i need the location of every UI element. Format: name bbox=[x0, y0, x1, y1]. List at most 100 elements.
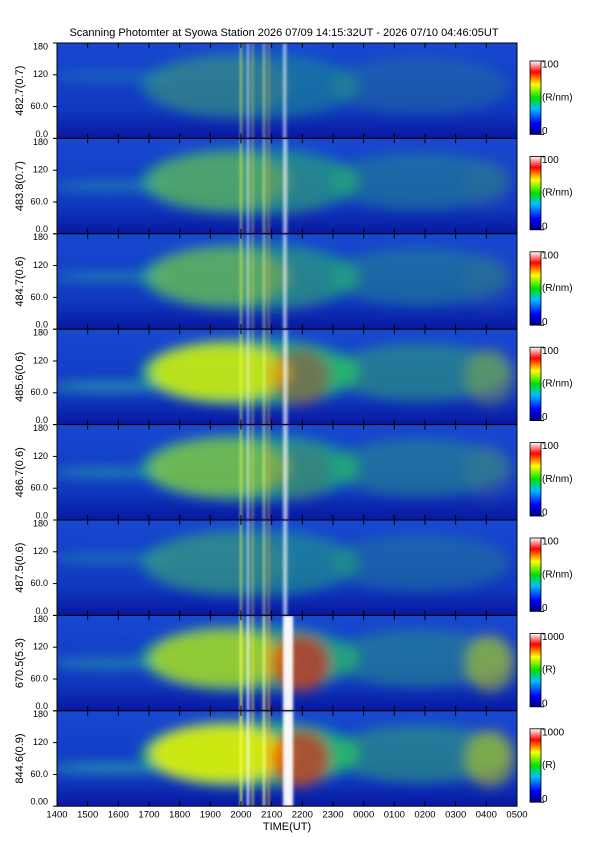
emission bbox=[270, 729, 330, 788]
colorbar-tick-label: 0 bbox=[542, 412, 548, 423]
emission bbox=[150, 438, 290, 497]
colorbar-tick-label: 0 bbox=[542, 126, 548, 137]
heatmap-blobs bbox=[57, 243, 515, 311]
streak bbox=[247, 329, 249, 425]
y-tick-label: 120 bbox=[33, 355, 48, 365]
colorbar-label: (R/nm) bbox=[542, 474, 573, 485]
x-tick-label: 1500 bbox=[77, 810, 98, 821]
heatmap bbox=[57, 43, 517, 139]
y-tick-label: 120 bbox=[33, 69, 48, 79]
y-axis-label: 844.6(0.9) bbox=[14, 733, 26, 783]
heatmap-blobs bbox=[57, 624, 515, 692]
x-tick-label: 1700 bbox=[138, 810, 159, 821]
colorbar-tick-label: 1000 bbox=[542, 727, 565, 738]
y-tick-label: 0.0 bbox=[35, 129, 48, 139]
heatmap bbox=[57, 520, 517, 616]
streak bbox=[240, 233, 242, 330]
y-tick-label: 0.0 bbox=[35, 701, 48, 711]
y-tick-label: 120 bbox=[33, 546, 48, 556]
y-tick-label: 60.0 bbox=[30, 578, 48, 588]
y-tick-label: 180 bbox=[33, 137, 48, 147]
colorbar-label: (R/nm) bbox=[542, 569, 573, 580]
streak bbox=[252, 233, 254, 330]
streaks bbox=[240, 138, 288, 234]
emission bbox=[57, 381, 170, 392]
streak bbox=[268, 138, 270, 234]
streak bbox=[252, 138, 254, 234]
streak bbox=[240, 43, 242, 139]
y-tick-label: 60.0 bbox=[30, 196, 48, 206]
streak bbox=[283, 43, 287, 139]
heatmap bbox=[57, 710, 517, 807]
streaks bbox=[240, 615, 294, 711]
emission bbox=[270, 634, 330, 692]
y-tick-label: 60.0 bbox=[30, 101, 48, 111]
streak bbox=[268, 329, 270, 425]
streak bbox=[263, 138, 265, 234]
streak bbox=[263, 710, 265, 807]
emission bbox=[465, 252, 515, 311]
streak bbox=[252, 615, 254, 711]
colorbar-label: (R/nm) bbox=[542, 379, 573, 390]
x-tick-label: 0000 bbox=[353, 810, 374, 821]
colorbar-tick-label: 0 bbox=[542, 221, 548, 232]
streak bbox=[247, 138, 249, 234]
emission bbox=[270, 443, 330, 501]
x-axis-label: TIME(UT) bbox=[263, 821, 311, 833]
streak bbox=[247, 520, 249, 616]
streak bbox=[263, 233, 265, 330]
y-tick-label: 180 bbox=[33, 328, 48, 338]
streaks bbox=[240, 43, 287, 139]
emission bbox=[150, 152, 290, 210]
colorbar-tick-label: 0 bbox=[542, 317, 548, 328]
streak bbox=[247, 424, 249, 520]
streak bbox=[283, 710, 294, 807]
colorbar-label: (R) bbox=[542, 665, 556, 676]
streak bbox=[240, 329, 242, 425]
emission bbox=[57, 658, 170, 669]
x-tick-label: 1800 bbox=[169, 810, 190, 821]
emission bbox=[150, 248, 290, 306]
x-tick-label: 0400 bbox=[476, 810, 497, 821]
colorbar-tick-label: 100 bbox=[542, 155, 559, 166]
y-tick-label: 60.0 bbox=[30, 769, 48, 779]
colorbar-tick-label: 0 bbox=[542, 794, 548, 805]
streak bbox=[263, 329, 265, 425]
streaks bbox=[240, 233, 287, 330]
colorbar bbox=[529, 537, 542, 612]
colorbar bbox=[529, 633, 542, 708]
emission bbox=[330, 629, 510, 687]
streak bbox=[247, 233, 249, 330]
colorbar-label: (R/nm) bbox=[542, 283, 573, 294]
streak bbox=[283, 424, 288, 520]
colorbar-label: (R/nm) bbox=[542, 188, 573, 199]
y-tick-label: 180 bbox=[33, 423, 48, 433]
heatmap bbox=[57, 424, 517, 520]
x-tick-label: 0300 bbox=[445, 810, 466, 821]
streak bbox=[283, 520, 288, 616]
colorbar-tick-label: 100 bbox=[542, 537, 559, 548]
emission bbox=[330, 248, 510, 306]
y-axis-label: 484.7(0.6) bbox=[14, 256, 26, 306]
colorbar bbox=[529, 155, 542, 231]
y-tick-label: 0.0 bbox=[35, 415, 48, 425]
emission bbox=[150, 534, 290, 592]
streak bbox=[252, 520, 254, 616]
y-tick-label: 60.0 bbox=[30, 483, 48, 493]
x-tick-label: 2300 bbox=[322, 810, 343, 821]
heatmap-blobs bbox=[57, 529, 510, 597]
streaks bbox=[240, 520, 288, 616]
y-tick-label: 60.0 bbox=[30, 292, 48, 302]
streak bbox=[240, 615, 242, 711]
streak bbox=[263, 520, 265, 616]
y-axis-label: 483.8(0.7) bbox=[14, 161, 26, 211]
x-tick-label: 0100 bbox=[384, 810, 405, 821]
streak bbox=[247, 615, 249, 711]
colorbar-tick-label: 0 bbox=[542, 698, 548, 709]
emission bbox=[465, 634, 515, 692]
streak bbox=[268, 710, 270, 807]
x-tick-label: 1900 bbox=[200, 810, 221, 821]
colorbar-tick-label: 0 bbox=[542, 508, 548, 519]
streak bbox=[263, 615, 265, 711]
